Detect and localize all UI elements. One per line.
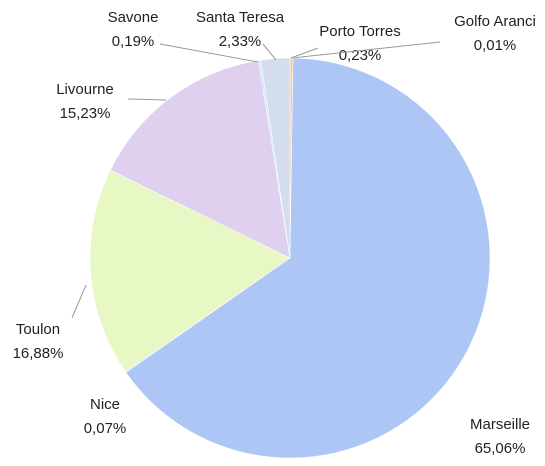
slice-value-label: 2,33%: [219, 33, 262, 50]
slice-value-label: 0,19%: [112, 33, 155, 50]
leader-line: [71, 284, 87, 319]
leader-line: [290, 47, 319, 59]
leader-line: [159, 43, 259, 63]
slice-label: Savone: [108, 9, 159, 26]
slice-label: Porto Torres: [319, 23, 400, 40]
slice-label: Nice: [90, 396, 120, 413]
slice-label: Santa Teresa: [196, 9, 285, 26]
leader-line: [262, 43, 277, 61]
slice-value-label: 16,88%: [13, 345, 64, 362]
slice-value-label: 15,23%: [60, 105, 111, 122]
slice-value-label: 0,01%: [474, 37, 517, 54]
slice-label: Toulon: [16, 321, 60, 338]
leader-line: [127, 98, 167, 101]
slice-value-label: 65,06%: [475, 440, 526, 457]
slice-value-label: 0,07%: [84, 420, 127, 437]
pie-slice: [110, 60, 291, 259]
leader-line: [291, 41, 441, 59]
pie-slice: [125, 57, 491, 459]
slice-value-label: 0,23%: [339, 47, 382, 64]
slice-label: Marseille: [470, 416, 530, 433]
slice-label: Golfo Aranci: [454, 13, 536, 30]
pie-slice: [89, 169, 291, 373]
slice-label: Livourne: [56, 81, 114, 98]
